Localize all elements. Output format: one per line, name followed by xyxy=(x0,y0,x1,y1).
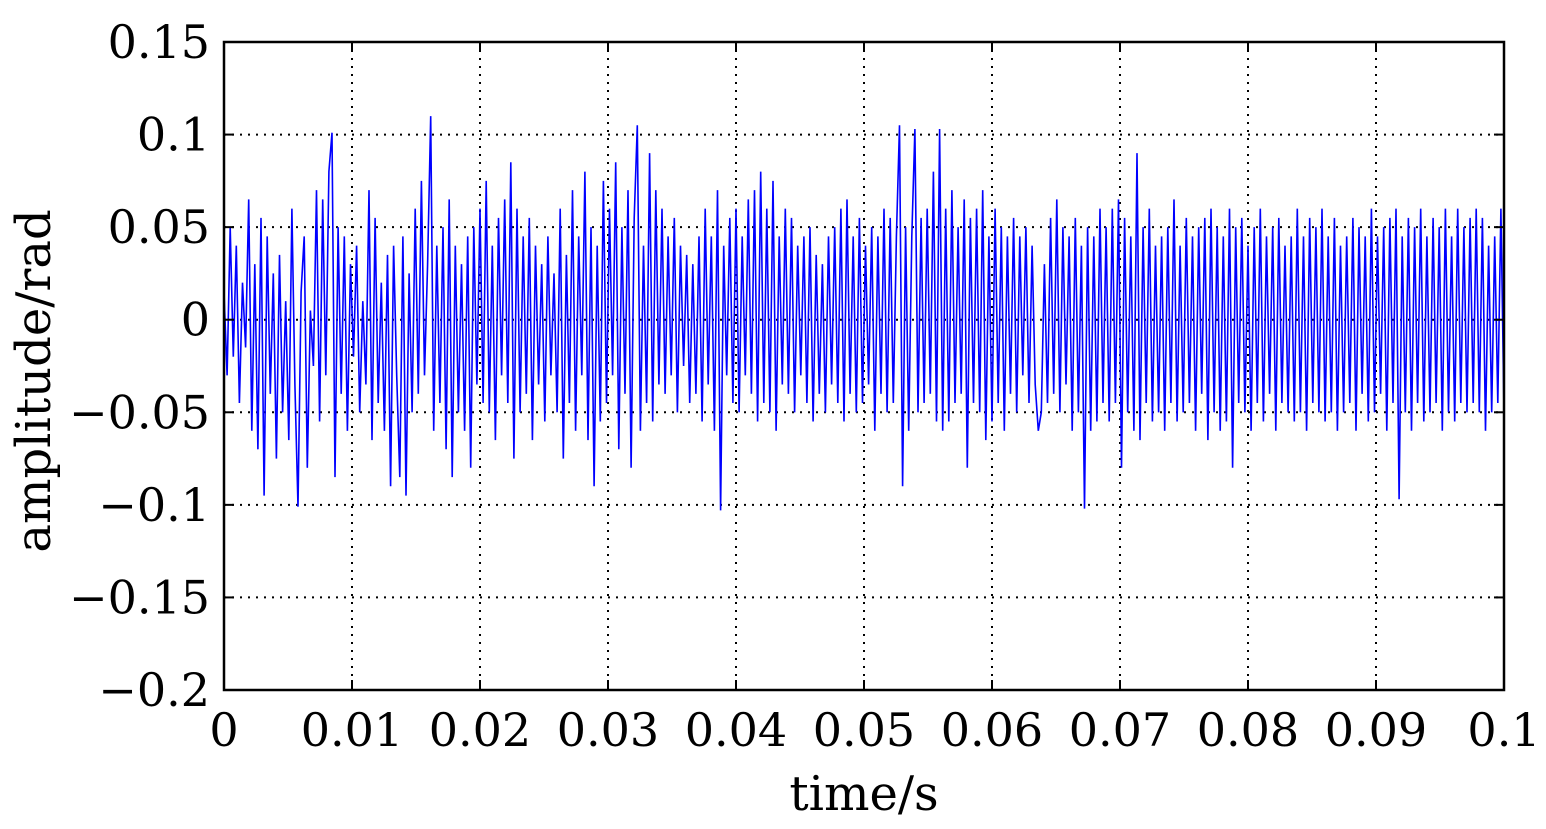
x-tick-label: 0.05 xyxy=(813,703,915,757)
series-group xyxy=(223,116,1505,511)
x-tick-label: 0.03 xyxy=(557,703,659,757)
y-tick-label: 0.05 xyxy=(108,200,210,254)
tick-marks xyxy=(223,41,1505,691)
y-tick-labels: 0.15 0.1 0.05 0 −0.05 −0.1 −0.15 −0.2 xyxy=(69,15,210,717)
x-tick-label: 0 xyxy=(209,703,238,757)
y-axis-label: amplitude/rad xyxy=(6,209,62,552)
x-tick-labels: 0 0.01 0.02 0.03 0.04 0.05 0.06 0.07 0.08 0.09 0.1 xyxy=(209,703,1540,757)
series-line xyxy=(223,116,1505,511)
x-tick-label: 0.02 xyxy=(429,703,531,757)
y-tick-label: −0.05 xyxy=(69,385,210,439)
y-tick-label: 0.15 xyxy=(108,15,210,69)
x-axis-label: time/s xyxy=(789,766,938,822)
y-tick-label: −0.15 xyxy=(69,570,210,624)
y-tick-label: −0.1 xyxy=(98,478,210,532)
x-tick-label: 0.06 xyxy=(941,703,1043,757)
x-tick-label: 0.04 xyxy=(685,703,787,757)
x-tick-label: 0.1 xyxy=(1467,703,1540,757)
x-tick-label: 0.07 xyxy=(1069,703,1171,757)
x-tick-label: 0.09 xyxy=(1325,703,1427,757)
y-tick-label: −0.2 xyxy=(98,663,210,717)
x-tick-label: 0.08 xyxy=(1197,703,1299,757)
x-tick-label: 0.01 xyxy=(301,703,403,757)
y-tick-label: 0.1 xyxy=(137,108,210,162)
y-tick-label: 0 xyxy=(181,293,210,347)
